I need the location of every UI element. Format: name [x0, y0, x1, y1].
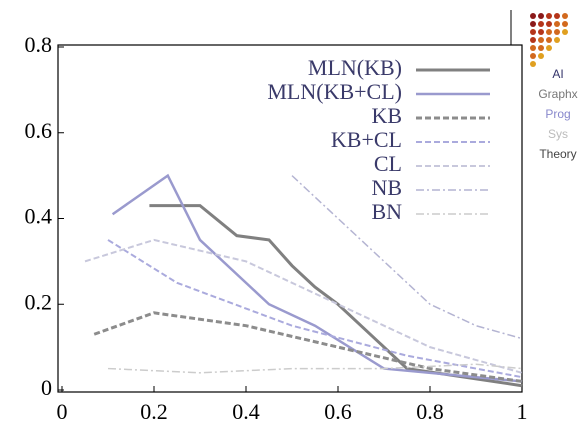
series-line [84, 238, 523, 374]
decor-dot [562, 29, 568, 35]
decor-dot [538, 29, 544, 35]
side-label: Theory [539, 147, 577, 161]
decor-dot [538, 13, 544, 19]
decor-dot [554, 29, 560, 35]
decor-dot [562, 13, 568, 19]
decor-dot [538, 45, 544, 51]
legend-label: MLN(KB) [308, 55, 402, 80]
decor-dot [538, 37, 544, 43]
side-label: Sys [547, 127, 568, 141]
y-tick-label: 0.8 [25, 32, 53, 57]
decor-dot [530, 45, 536, 51]
legend-label: KB+CL [331, 127, 402, 152]
side-label: Prog [545, 107, 571, 121]
y-tick-label: 0.4 [25, 204, 53, 229]
x-tick-label: 0.4 [232, 399, 260, 424]
decor-dot [554, 13, 560, 19]
decor-dot [546, 37, 552, 43]
decor-dot [546, 29, 552, 35]
decor-dot [530, 21, 536, 27]
decor-dot [562, 21, 568, 27]
decor-dot [530, 29, 536, 35]
decor-dot [538, 53, 544, 59]
legend-label: BN [371, 199, 402, 224]
decor-dot [538, 21, 544, 27]
decor-dot [530, 61, 536, 67]
side-label: Graphx [538, 87, 578, 101]
decor-dot [530, 53, 536, 59]
series-line [149, 204, 523, 388]
legend-label: KB [371, 103, 402, 128]
x-tick-label: 0.6 [324, 399, 352, 424]
decor-dot [554, 21, 560, 27]
y-tick-label: 0.2 [25, 289, 53, 314]
decor-dot [530, 37, 536, 43]
decor-dot [546, 45, 552, 51]
legend-label: NB [371, 175, 402, 200]
legend-label: MLN(KB+CL) [267, 79, 402, 104]
decor-dot [546, 13, 552, 19]
x-tick-label: 1 [517, 399, 528, 424]
x-tick-label: 0.2 [140, 399, 168, 424]
decor-dot [530, 13, 536, 19]
y-tick-label: 0.6 [25, 118, 53, 143]
series-line [93, 311, 523, 383]
series-line [107, 363, 523, 374]
legend-label: CL [374, 151, 402, 176]
x-tick-label: 0.8 [416, 399, 444, 424]
x-tick-label: 0 [57, 399, 68, 424]
series-line [291, 175, 523, 340]
decor-dot [546, 21, 552, 27]
side-label: AI [552, 67, 564, 81]
y-tick-label: 0 [41, 375, 52, 400]
series-line [107, 239, 523, 379]
decor-dot [554, 37, 560, 43]
